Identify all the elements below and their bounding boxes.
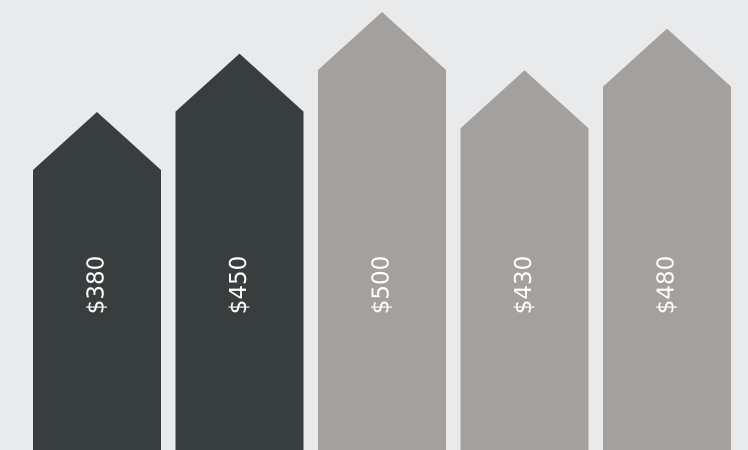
- value-label: $380: [84, 256, 110, 315]
- value-label: $430: [511, 256, 537, 315]
- value-label: $450: [226, 256, 252, 315]
- arrow-bar: [318, 12, 446, 450]
- arrow-bar: [603, 28, 731, 450]
- arrow-bar: [460, 70, 589, 450]
- arrow-bar: [33, 111, 161, 450]
- value-label: $500: [369, 256, 395, 315]
- value-label: $480: [654, 256, 680, 315]
- arrow-bar: [175, 53, 304, 450]
